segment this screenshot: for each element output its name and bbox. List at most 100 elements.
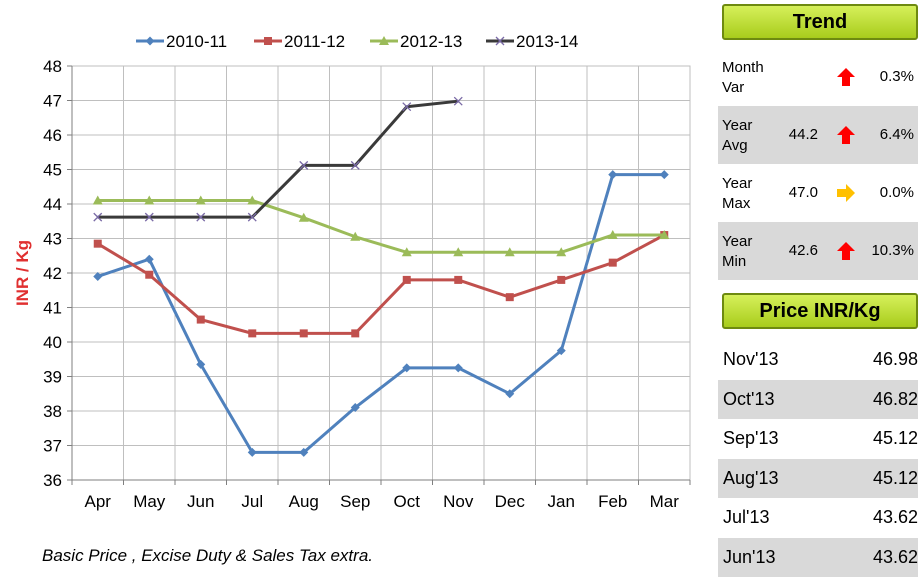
price-value: 43.62: [872, 546, 918, 567]
data-point: [402, 275, 411, 284]
price-month: Sep'13: [723, 428, 779, 448]
price-row: Sep'13 45.12: [718, 419, 918, 459]
data-point: [351, 329, 360, 338]
y-tick-label: 37: [43, 437, 62, 456]
series-line: [97, 173, 665, 454]
data-point: [92, 195, 103, 205]
price-value: 45.12: [872, 428, 918, 448]
price-row: Nov'13 46.98: [718, 340, 918, 380]
x-tick-label: Aug: [289, 492, 319, 511]
data-point: [453, 247, 464, 257]
data-point: [299, 329, 308, 338]
price-month: Jun'13: [723, 546, 776, 567]
x-tick-label: Jan: [548, 492, 575, 511]
y-tick-label: 38: [43, 402, 62, 421]
data-point: [247, 195, 258, 205]
trend-value: 44.2: [788, 126, 818, 143]
trend-row: Year Max 47.0 0.0%: [718, 164, 918, 222]
trend-label: Min: [722, 253, 747, 270]
data-point: [453, 363, 463, 373]
price-value: 46.98: [872, 349, 918, 369]
y-tick-label: 46: [43, 126, 62, 145]
y-tick-label: 39: [43, 368, 62, 387]
data-point: [402, 363, 412, 373]
price-row: Aug'13 45.12: [718, 458, 918, 498]
y-tick-label: 36: [43, 471, 62, 490]
y-tick-label: 44: [43, 195, 62, 214]
data-point: [93, 271, 103, 281]
x-tick-label: Nov: [443, 492, 474, 511]
data-point: [298, 212, 309, 222]
price-value: 45.12: [872, 467, 918, 488]
x-tick-label: Dec: [495, 492, 526, 511]
price-row: Jul'13 43.62: [718, 498, 918, 538]
trend-pct: 6.4%: [879, 126, 914, 143]
data-point: [608, 170, 618, 180]
trend-header: Trend: [722, 4, 918, 40]
trend-label: Avg: [722, 137, 748, 154]
legend-label: 2013-14: [516, 32, 578, 51]
up-arrow-icon: [837, 68, 855, 86]
data-point: [247, 212, 257, 222]
data-point: [93, 239, 102, 248]
price-header: Price INR/Kg: [722, 293, 918, 329]
data-point: [264, 37, 272, 45]
x-tick-label: Jun: [187, 492, 214, 511]
trend-label: Year: [722, 175, 753, 192]
data-point: [299, 447, 309, 457]
y-tick-label: 40: [43, 333, 62, 352]
data-point: [505, 293, 514, 302]
y-tick-label: 42: [43, 264, 62, 283]
data-point: [145, 36, 155, 46]
y-axis-label: INR / Kg: [13, 240, 32, 306]
price-value: 43.62: [872, 507, 918, 527]
data-point: [196, 315, 205, 324]
price-month: Jul'13: [723, 507, 770, 527]
data-point: [144, 212, 154, 222]
price-month: Nov'13: [723, 349, 779, 369]
data-point: [401, 247, 412, 257]
legend-label: 2012-13: [400, 32, 462, 51]
data-point: [659, 170, 669, 180]
price-line-chart: 36 37 38 39 40 41 42 43 44 45 46 47 48 Apr May Jun Jul Au…: [13, 32, 691, 511]
data-point: [608, 258, 617, 267]
data-point: [93, 212, 103, 222]
x-tick-label: Mar: [650, 492, 680, 511]
x-tick-label: Feb: [598, 492, 627, 511]
data-point: [659, 230, 670, 240]
trend-table: Month Var 0.3% Year Avg 44.2 6.4% Year Max …: [718, 48, 918, 280]
right-arrow-icon: [837, 184, 855, 202]
price-value: 46.82: [872, 388, 918, 409]
series-line: [97, 199, 665, 254]
data-point: [299, 160, 309, 170]
data-point: [196, 212, 206, 222]
price-table: Nov'13 46.98 Oct'13 46.82 Sep'13 45.12 Aug'…: [718, 340, 918, 577]
price-month: Aug'13: [723, 467, 779, 488]
data-point: [350, 160, 360, 170]
x-tick-label: Apr: [85, 492, 112, 511]
trend-label: Var: [722, 79, 745, 96]
trend-pct: 0.0%: [879, 184, 914, 201]
y-tick-label: 48: [43, 57, 62, 76]
data-point: [495, 36, 505, 46]
legend-label: 2010-11: [166, 32, 227, 51]
x-tick-label: May: [133, 492, 166, 511]
trend-value: 47.0: [788, 184, 818, 201]
trend-value: 42.6: [788, 242, 818, 259]
x-tick-label: Jul: [241, 492, 263, 511]
data-point: [557, 275, 566, 284]
trend-label: Year: [722, 117, 753, 134]
data-point: [196, 359, 206, 369]
data-point: [607, 230, 618, 240]
data-point: [144, 254, 154, 264]
data-point: [248, 329, 257, 338]
up-arrow-icon: [837, 242, 855, 260]
trend-label: Year: [722, 233, 753, 250]
legend-label: 2011-12: [284, 32, 345, 51]
series-line: [96, 233, 665, 335]
data-point: [379, 36, 389, 45]
y-tick-label: 41: [43, 299, 62, 318]
trend-pct: 0.3%: [879, 68, 914, 85]
data-point: [556, 247, 567, 257]
y-tick-label: 43: [43, 230, 62, 249]
